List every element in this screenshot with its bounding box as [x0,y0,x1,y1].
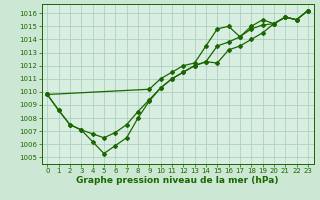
X-axis label: Graphe pression niveau de la mer (hPa): Graphe pression niveau de la mer (hPa) [76,176,279,185]
